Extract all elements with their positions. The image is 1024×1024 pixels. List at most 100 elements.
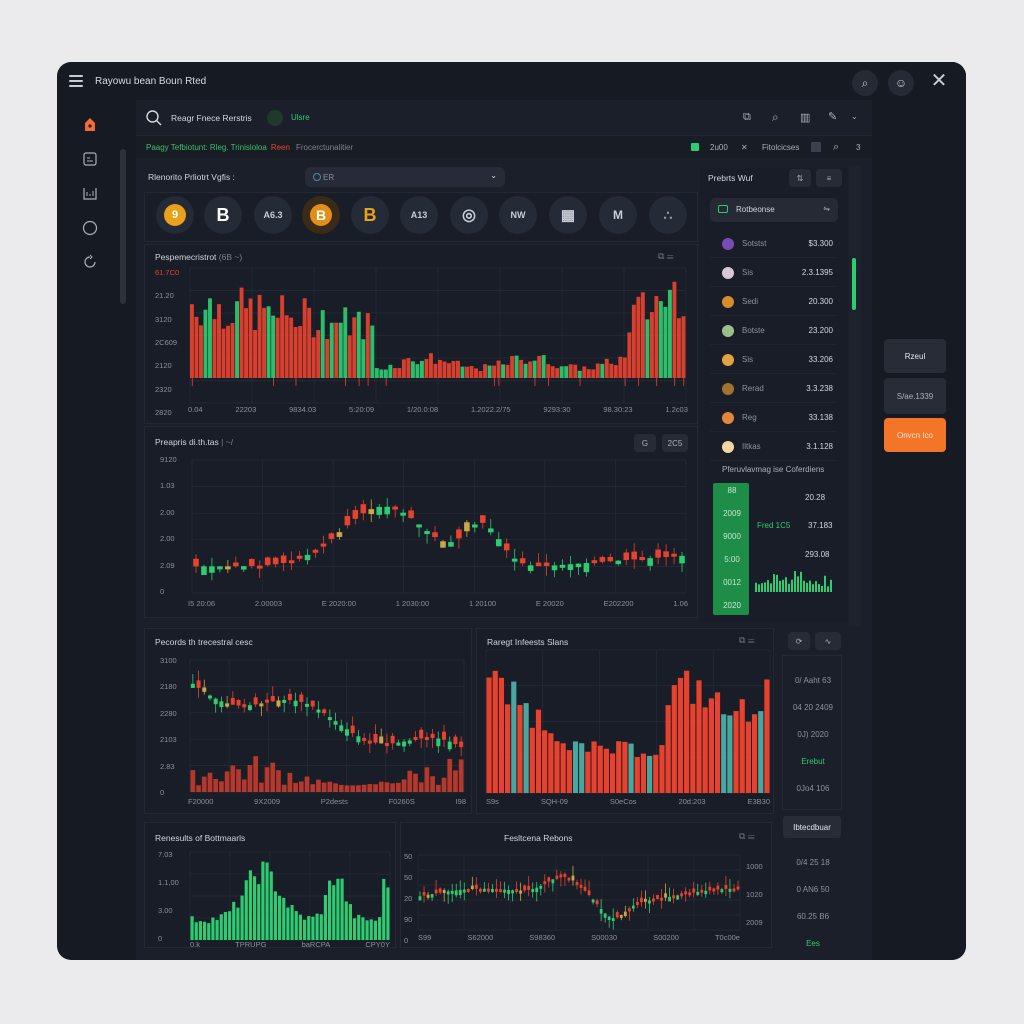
x-tick: F0260S bbox=[388, 797, 415, 806]
asset-value: 33.138 bbox=[808, 413, 833, 422]
chevron-down-icon: ⌄ bbox=[490, 171, 497, 180]
chart1-icons[interactable]: ⧉ ☰ bbox=[658, 251, 674, 261]
coin-icon bbox=[722, 324, 734, 337]
chart5-bars bbox=[189, 851, 391, 941]
tools-icon[interactable]: ✎ bbox=[828, 111, 838, 123]
lock-icon[interactable] bbox=[81, 115, 99, 133]
x-tick: E202200 bbox=[603, 599, 634, 608]
x-tick: F20000 bbox=[188, 797, 214, 806]
x-tick: 9293:30 bbox=[543, 405, 571, 414]
details-refresh-button[interactable]: ⟳ bbox=[788, 632, 810, 650]
chart2-title: Preapris di.th.tas | ~/ bbox=[155, 437, 234, 447]
x-tick: 1 2030:00 bbox=[395, 599, 430, 608]
asset-value: 3.3.238 bbox=[806, 384, 833, 393]
chart2-button-2[interactable]: 2C5 bbox=[662, 434, 688, 452]
portfolio-row[interactable]: Rerad 3.3.238 bbox=[710, 375, 837, 403]
x-tick: S00200 bbox=[653, 933, 679, 942]
details-trend-button[interactable]: ∿ bbox=[815, 632, 841, 650]
performance-bar-label: 2020 bbox=[723, 601, 741, 610]
portfolio-row[interactable]: Botste 23.200 bbox=[710, 317, 837, 345]
chart-panel-2 bbox=[144, 426, 698, 618]
performance-sparkbars bbox=[755, 571, 832, 592]
action-button-1[interactable]: Rzeul bbox=[884, 339, 946, 373]
portfolio-row[interactable]: Sis 2.3.1395 bbox=[710, 259, 837, 287]
search-label: Reagr Fnece Rerstris bbox=[171, 113, 252, 123]
y-tick: 2009 bbox=[746, 918, 763, 927]
x-tick: S0eCos bbox=[609, 797, 637, 806]
detail-item: 04 20 2409 bbox=[792, 703, 834, 712]
chart-icon[interactable] bbox=[81, 184, 99, 202]
portfolio-row[interactable]: Iltkas 3.1.128 bbox=[710, 433, 837, 461]
portfolio-search[interactable]: Rotbeonse ⇋ bbox=[710, 198, 838, 222]
coin-1[interactable]: 9 bbox=[156, 196, 194, 234]
portfolio-scroll-track[interactable] bbox=[849, 166, 861, 626]
coin-9[interactable]: ▦ bbox=[549, 196, 587, 234]
search-icon[interactable] bbox=[146, 110, 162, 126]
image-icon[interactable] bbox=[81, 150, 99, 168]
performance-value-3: 293.08 bbox=[805, 550, 830, 559]
x-tick: 0.04 bbox=[188, 405, 203, 414]
coin-5[interactable]: B bbox=[351, 196, 389, 234]
coin-3[interactable]: A6.3 bbox=[254, 196, 292, 234]
coin-6[interactable]: A13 bbox=[400, 196, 438, 234]
coin-10[interactable]: M bbox=[599, 196, 637, 234]
asset-name: Reg bbox=[742, 413, 757, 422]
pin-icon[interactable]: ✕ bbox=[741, 142, 748, 152]
coin-icon bbox=[722, 266, 734, 279]
refresh-icon[interactable] bbox=[81, 253, 99, 271]
chart3-candles bbox=[189, 659, 465, 793]
sort-button[interactable]: ≡ bbox=[816, 169, 842, 187]
x-tick: 1 20100 bbox=[468, 599, 497, 608]
coin-8[interactable]: NW bbox=[499, 196, 537, 234]
y-tick: 90 bbox=[404, 915, 413, 924]
coin-7[interactable]: ◎ bbox=[450, 196, 488, 234]
detail-item: 0 AN6 50 bbox=[796, 885, 830, 894]
x-tick: 20d:203 bbox=[678, 797, 706, 806]
portfolio-row[interactable]: Sis 33.206 bbox=[710, 346, 837, 374]
columns-icon[interactable]: ▥ bbox=[800, 112, 811, 124]
chart2-button-1[interactable]: G bbox=[634, 434, 656, 452]
circle-icon[interactable] bbox=[81, 219, 99, 237]
x-tick: TPRUPG bbox=[235, 940, 267, 949]
filter-button[interactable]: ⇅ bbox=[789, 169, 811, 187]
coin-11[interactable]: ∴ bbox=[649, 196, 687, 234]
portfolio-row[interactable]: Sotstst $3.300 bbox=[710, 230, 837, 258]
user-icon[interactable]: ☺ bbox=[888, 70, 914, 96]
coin-4[interactable]: B bbox=[302, 196, 340, 234]
y-tick: 2103 bbox=[160, 735, 177, 745]
portfolio-scroll-thumb[interactable] bbox=[852, 258, 856, 310]
asset-value: 3.1.128 bbox=[806, 442, 833, 451]
close-icon[interactable]: ✕ bbox=[930, 70, 948, 92]
y-tick: 2320 bbox=[155, 384, 172, 394]
coin-icon bbox=[722, 353, 734, 366]
y-tick: 0 bbox=[404, 936, 409, 945]
chart6-icons[interactable]: ⧉ ☰ bbox=[739, 831, 755, 841]
coin-bitcoin[interactable]: B bbox=[204, 196, 242, 234]
performance-title: Pferuvlavmag ise Coferdiens bbox=[722, 465, 825, 474]
x-tick: 2.00003 bbox=[254, 599, 283, 608]
performance-green-label: Fred 1C5 bbox=[757, 521, 791, 530]
hamburger-icon[interactable] bbox=[69, 75, 83, 87]
chevron-down-icon[interactable]: ⌄ bbox=[851, 112, 858, 121]
portfolio-row[interactable]: Sedi 20.300 bbox=[710, 288, 837, 316]
asset-value: 2.3.1395 bbox=[801, 268, 833, 277]
square-icon[interactable] bbox=[811, 142, 821, 152]
chart1-title: Pespemecristrot (6B ~) bbox=[155, 252, 243, 262]
search-icon[interactable]: ⌕ bbox=[833, 140, 840, 153]
portfolio-row[interactable]: Reg 33.138 bbox=[710, 404, 837, 432]
y-tick: 0 bbox=[158, 934, 163, 943]
detail-item: 0Jo4 106 bbox=[796, 784, 830, 793]
primary-action-button[interactable]: Onvcn Ico bbox=[884, 418, 946, 452]
asset-value: 33.206 bbox=[808, 355, 833, 364]
x-tick: 1.2022.2/75 bbox=[470, 405, 511, 414]
search-icon[interactable]: ⌕ bbox=[852, 70, 878, 96]
chart4-icons[interactable]: ⧉ ☰ bbox=[739, 635, 755, 645]
y-tick: 50 bbox=[404, 873, 413, 882]
market-dropdown[interactable]: ER ⌄ bbox=[305, 167, 505, 187]
search-icon[interactable]: ⌕ bbox=[772, 110, 779, 124]
details-button[interactable]: Ibtecdbuar bbox=[783, 816, 841, 838]
performance-bar-label: 88 bbox=[727, 486, 737, 495]
window-icon[interactable]: ⧉ bbox=[743, 111, 751, 123]
y-tick: 9120 bbox=[160, 455, 177, 464]
sidebar-scrollbar[interactable] bbox=[120, 149, 126, 304]
